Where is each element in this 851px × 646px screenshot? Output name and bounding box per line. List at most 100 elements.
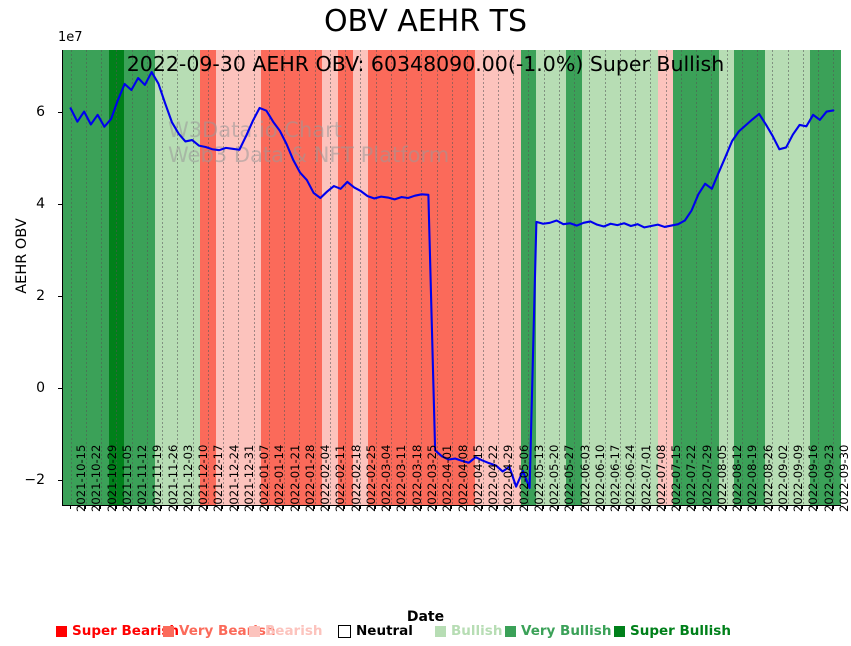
legend-swatch: [338, 624, 351, 638]
x-axis-tick-label: 2022-08-05: [714, 444, 729, 512]
x-axis-tick-label: 2022-05-27: [562, 444, 577, 512]
x-axis-tick-mark: [130, 505, 132, 509]
legend-item[interactable]: Super Bearish: [56, 620, 179, 642]
x-axis-tick-label: 2022-07-08: [653, 444, 668, 512]
gridline: [375, 50, 377, 505]
legend-label: Neutral: [356, 623, 413, 639]
y-axis-tick-mark: [58, 387, 62, 389]
x-axis-tick-label: 2022-01-14: [272, 444, 287, 512]
x-axis-tick-mark: [527, 505, 529, 509]
legend-label: Bullish: [451, 623, 503, 639]
x-axis-tick-mark: [191, 505, 193, 509]
legend-swatch: [435, 625, 446, 637]
x-axis-tick-label: 2022-04-15: [470, 444, 485, 512]
x-axis-tick-label: 2022-06-03: [577, 444, 592, 512]
legend: Super Bearish Very Bearish Bearish Neutral B…: [0, 620, 851, 644]
x-axis-tick-mark: [801, 505, 804, 509]
gridline: [787, 50, 789, 505]
x-axis-tick-mark: [84, 505, 87, 509]
x-axis-tick-label: 2022-05-20: [547, 444, 562, 512]
gridline: [360, 50, 362, 505]
x-axis-tick-label: 2022-04-08: [455, 444, 470, 512]
y-axis-tick-mark: [58, 479, 62, 481]
legend-swatch: [56, 625, 67, 637]
x-axis-tick-mark: [496, 505, 498, 509]
gridline: [833, 50, 835, 505]
gridline: [162, 50, 164, 505]
y-axis-tick-mark: [58, 112, 62, 114]
legend-item[interactable]: Super Bullish: [614, 620, 731, 642]
y-axis-title: AEHR OBV: [14, 218, 30, 294]
x-axis-tick-mark: [725, 505, 727, 509]
x-axis-tick-mark: [679, 505, 681, 509]
x-axis-tick-label: 2021-12-31: [241, 444, 256, 512]
x-axis-tick-label: 2022-08-12: [730, 444, 745, 512]
x-axis-tick-mark: [542, 505, 544, 509]
x-axis-tick-label: 2022-06-10: [592, 444, 607, 512]
x-axis-tick-label: 2022-09-09: [791, 444, 806, 512]
x-axis-tick-label: 2022-08-26: [760, 444, 775, 512]
gridline: [116, 50, 118, 505]
x-axis-tick-label: 2021-11-19: [150, 444, 165, 512]
gridline: [314, 50, 316, 505]
x-axis-tick-mark: [817, 505, 819, 509]
gridline: [574, 50, 576, 505]
gridline: [421, 50, 423, 505]
x-axis-tick-label: 2022-02-18: [348, 444, 363, 512]
x-axis-tick-mark: [786, 505, 788, 509]
x-axis-tick-label: 2021-11-12: [135, 444, 150, 512]
x-axis-tick-label: 2022-06-24: [623, 444, 638, 512]
x-axis-tick-label: 2022-07-01: [638, 444, 653, 512]
gridline: [467, 50, 469, 505]
x-axis-tick-mark: [298, 505, 300, 509]
gridline: [207, 50, 209, 505]
gridline: [558, 50, 560, 505]
x-axis-tick-label: 2022-05-13: [531, 444, 546, 512]
x-axis-tick-label: 2022-07-29: [699, 444, 714, 512]
legend-label: Super Bullish: [630, 623, 731, 639]
x-axis-tick-label: 2022-06-17: [608, 444, 623, 512]
x-axis-tick-mark: [328, 505, 331, 509]
x-axis-tick-label: 2022-03-25: [424, 444, 439, 512]
y-axis-tick-mark: [58, 295, 62, 298]
y-axis-tick-label: 4: [36, 195, 45, 212]
x-axis-tick-mark: [237, 505, 239, 509]
gridline: [406, 50, 408, 505]
x-axis-tick-label: 2022-08-19: [745, 444, 760, 512]
x-axis-tick-mark: [618, 505, 620, 509]
x-axis-tick-label: 2022-03-04: [379, 444, 394, 512]
gridline: [497, 50, 499, 505]
x-axis-tick-mark: [161, 505, 163, 509]
x-axis-tick-mark: [145, 505, 148, 509]
x-axis-tick-mark: [649, 505, 651, 509]
x-axis-tick-mark: [573, 505, 575, 509]
x-axis-tick-mark: [771, 505, 773, 509]
x-axis-tick-mark: [710, 505, 712, 509]
x-axis-tick-mark: [252, 505, 254, 509]
gridline: [268, 50, 270, 505]
gridline: [238, 50, 240, 505]
gridline: [757, 50, 759, 505]
y-axis-tick-mark: [58, 203, 62, 206]
x-axis-tick-label: 2021-12-10: [196, 444, 211, 512]
x-axis-tick-label: 2022-09-16: [806, 444, 821, 512]
legend-item[interactable]: Very Bullish: [505, 620, 611, 642]
x-axis-tick-mark: [481, 505, 483, 509]
x-axis-tick-mark: [435, 505, 437, 509]
gridline: [589, 50, 591, 505]
x-axis-tick-mark: [832, 505, 834, 509]
legend-item[interactable]: Bullish: [435, 620, 502, 642]
gridline: [101, 50, 103, 505]
x-axis-tick-label: 2022-05-06: [516, 444, 531, 512]
gridline: [390, 50, 392, 505]
gridline: [665, 50, 667, 505]
x-axis-tick-mark: [313, 505, 315, 509]
gridline: [772, 50, 774, 505]
legend-item[interactable]: Bearish: [249, 620, 323, 642]
x-axis-tick-label: 2021-10-29: [104, 444, 119, 512]
legend-item[interactable]: Neutral: [338, 620, 413, 642]
x-axis-title: Date: [406, 609, 445, 625]
legend-swatch: [614, 625, 625, 637]
gridline: [223, 50, 225, 505]
